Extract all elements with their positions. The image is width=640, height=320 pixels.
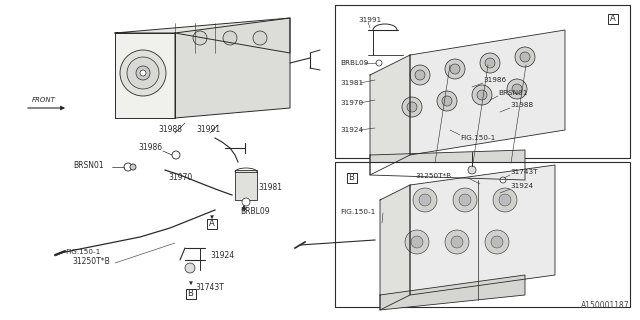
Polygon shape xyxy=(370,150,525,180)
Circle shape xyxy=(453,188,477,212)
Polygon shape xyxy=(115,18,290,53)
Bar xyxy=(207,219,216,228)
Text: BRSN01: BRSN01 xyxy=(498,90,527,96)
Circle shape xyxy=(130,164,136,170)
Circle shape xyxy=(450,64,460,74)
Circle shape xyxy=(480,53,500,73)
Circle shape xyxy=(193,31,207,45)
Polygon shape xyxy=(380,275,525,310)
Text: 31988: 31988 xyxy=(158,125,182,134)
Circle shape xyxy=(491,236,503,248)
Bar xyxy=(186,289,195,299)
Circle shape xyxy=(485,230,509,254)
Circle shape xyxy=(410,65,430,85)
Text: 31981: 31981 xyxy=(340,80,363,86)
Circle shape xyxy=(437,91,457,111)
Bar xyxy=(346,172,356,182)
Polygon shape xyxy=(410,165,555,295)
Text: 31986: 31986 xyxy=(483,77,506,83)
Circle shape xyxy=(124,163,132,171)
Text: 31924: 31924 xyxy=(510,183,533,189)
Circle shape xyxy=(500,177,506,183)
Circle shape xyxy=(472,85,492,105)
Circle shape xyxy=(376,60,382,66)
Text: B: B xyxy=(349,173,355,182)
Circle shape xyxy=(127,57,159,89)
Circle shape xyxy=(485,58,495,68)
Circle shape xyxy=(493,188,517,212)
Text: 31991: 31991 xyxy=(196,125,220,134)
Text: BRBL09: BRBL09 xyxy=(340,60,368,66)
Circle shape xyxy=(477,90,487,100)
Circle shape xyxy=(515,47,535,67)
Circle shape xyxy=(451,236,463,248)
Circle shape xyxy=(172,151,180,159)
Text: A: A xyxy=(209,219,214,228)
Circle shape xyxy=(442,96,452,106)
Polygon shape xyxy=(115,33,175,118)
Circle shape xyxy=(468,166,476,174)
Text: 31924: 31924 xyxy=(340,127,363,133)
Polygon shape xyxy=(370,55,410,175)
Circle shape xyxy=(459,194,471,206)
Circle shape xyxy=(223,31,237,45)
Text: 31924: 31924 xyxy=(210,251,234,260)
Circle shape xyxy=(136,66,150,80)
Text: 31250T*B: 31250T*B xyxy=(72,258,109,267)
Text: 31986: 31986 xyxy=(138,143,162,153)
Text: BRBL09: BRBL09 xyxy=(240,207,269,217)
Text: 31970: 31970 xyxy=(340,100,363,106)
Text: FRONT: FRONT xyxy=(32,97,56,103)
Text: FIG.150-1: FIG.150-1 xyxy=(65,249,100,255)
Text: 31991: 31991 xyxy=(358,17,381,23)
Circle shape xyxy=(253,31,267,45)
Text: B: B xyxy=(188,289,193,298)
Circle shape xyxy=(499,194,511,206)
Circle shape xyxy=(411,236,423,248)
Polygon shape xyxy=(175,18,290,118)
Circle shape xyxy=(415,70,425,80)
Text: 31981: 31981 xyxy=(258,183,282,193)
Text: 31743T: 31743T xyxy=(195,283,224,292)
Polygon shape xyxy=(410,30,565,155)
Text: 31988: 31988 xyxy=(510,102,533,108)
Text: FIG.150-1: FIG.150-1 xyxy=(460,135,495,141)
Circle shape xyxy=(413,188,437,212)
Text: FIG.150-1: FIG.150-1 xyxy=(340,209,375,215)
Circle shape xyxy=(120,50,166,96)
Circle shape xyxy=(140,70,146,76)
Circle shape xyxy=(185,263,195,273)
Circle shape xyxy=(402,97,422,117)
Circle shape xyxy=(520,52,530,62)
Text: 31250T*B: 31250T*B xyxy=(415,173,451,179)
Text: 31970: 31970 xyxy=(168,173,192,182)
Polygon shape xyxy=(380,185,410,310)
Text: A: A xyxy=(610,14,616,23)
Text: BRSN01: BRSN01 xyxy=(73,161,104,170)
Circle shape xyxy=(445,230,469,254)
Circle shape xyxy=(407,102,417,112)
Bar xyxy=(235,170,257,200)
Bar xyxy=(335,162,630,307)
Bar xyxy=(335,5,630,158)
Text: A150001187: A150001187 xyxy=(581,301,630,310)
Circle shape xyxy=(507,79,527,99)
Bar xyxy=(607,13,618,23)
Circle shape xyxy=(512,84,522,94)
Circle shape xyxy=(445,59,465,79)
Circle shape xyxy=(242,198,250,206)
Circle shape xyxy=(405,230,429,254)
Circle shape xyxy=(419,194,431,206)
Text: 31743T: 31743T xyxy=(510,169,538,175)
